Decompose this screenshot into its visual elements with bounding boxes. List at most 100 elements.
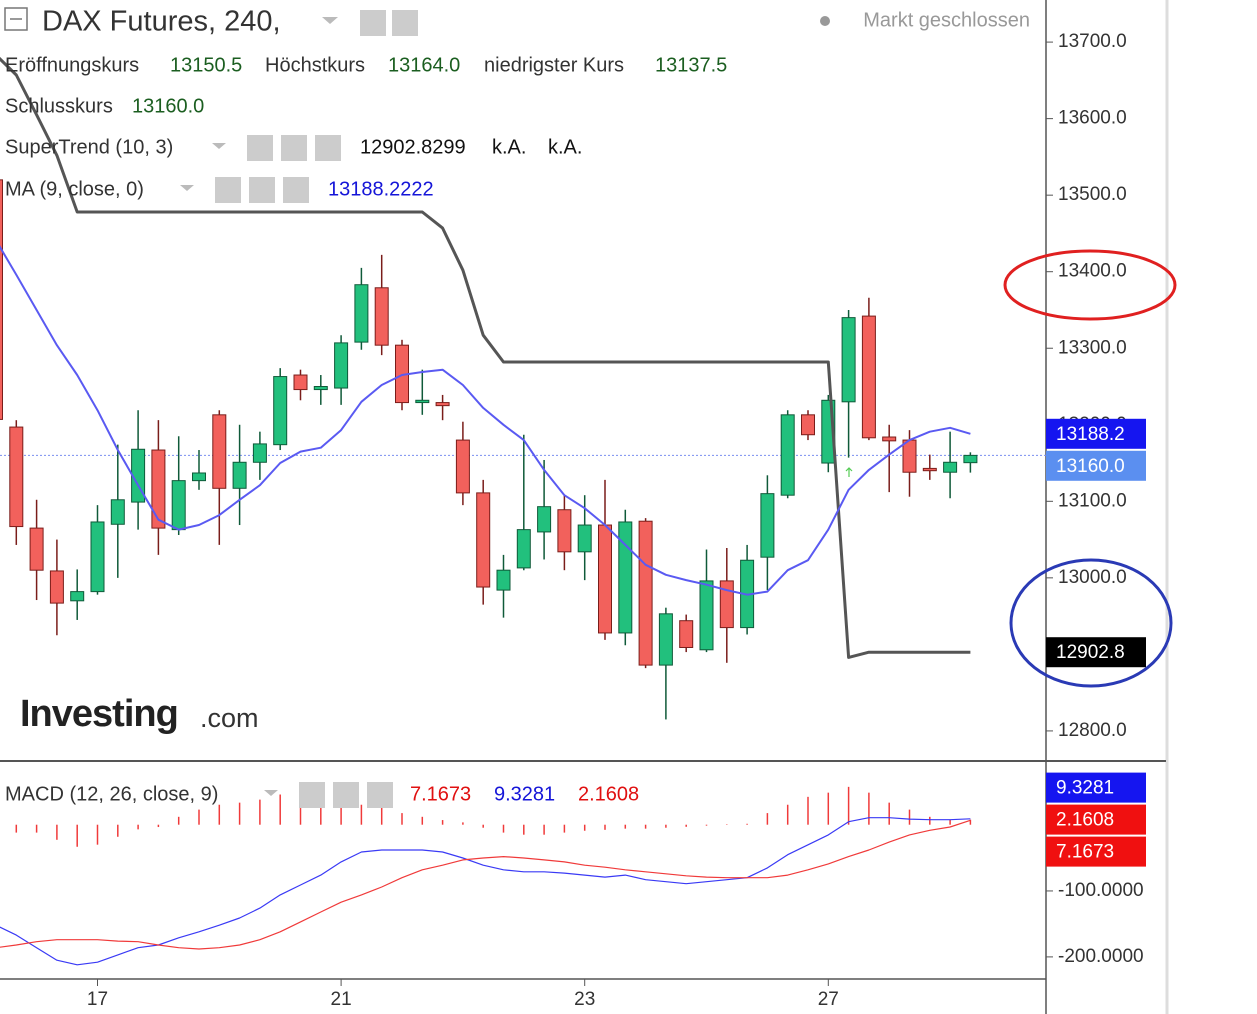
- candle-body: [699, 580, 714, 651]
- ohlc-label: niedrigster Kurs: [484, 54, 624, 76]
- indicator-value: 12902.8299: [360, 136, 466, 158]
- candle-body: [0, 179, 3, 420]
- candle-body: [922, 467, 937, 472]
- close-icon[interactable]: [283, 177, 309, 203]
- eye-icon[interactable]: [299, 782, 325, 808]
- price-tag: [1046, 637, 1146, 668]
- candle-body: [658, 613, 673, 666]
- candle-body: [273, 376, 288, 446]
- plot-area: 12800.013000.013100.013200.013300.013400…: [0, 31, 1144, 1010]
- ohlc-value: 13137.5: [655, 54, 727, 76]
- candle-body: [780, 414, 795, 496]
- dropdown-icon[interactable]: [212, 143, 226, 149]
- indicator-value: 13188.2222: [328, 178, 434, 200]
- candle-body: [90, 521, 105, 593]
- y-tick-label: 13100.0: [1058, 490, 1127, 511]
- logo-suffix: .com: [200, 703, 259, 733]
- dropdown-icon[interactable]: [180, 185, 194, 191]
- candle-body: [861, 315, 876, 439]
- y-tick-label: 13600.0: [1058, 108, 1127, 129]
- indicator-name: MACD (12, 26, close, 9): [5, 783, 218, 805]
- close-icon[interactable]: [367, 782, 393, 808]
- price-tag-label: 12902.8: [1056, 642, 1125, 663]
- candle-body: [577, 524, 592, 553]
- ohlc-value: 13164.0: [388, 54, 460, 76]
- y-tick-label: 13000.0: [1058, 567, 1127, 588]
- candle-body: [963, 454, 978, 464]
- ohlc-value: 13160.0: [132, 95, 204, 117]
- price-tag-label: 9.3281: [1056, 778, 1114, 799]
- y-tick-label: -100.0000: [1058, 880, 1144, 901]
- indicator-name: SuperTrend (10, 3): [5, 136, 173, 158]
- candle-body: [435, 402, 450, 407]
- candle-body: [171, 480, 186, 531]
- candle-body: [252, 443, 267, 463]
- candle-body: [638, 520, 653, 666]
- dropdown-icon[interactable]: [322, 17, 338, 24]
- settings-icon[interactable]: [333, 782, 359, 808]
- candle-body: [415, 399, 430, 404]
- candle-body: [496, 569, 511, 591]
- candle-body: [760, 493, 775, 558]
- price-tag: [1046, 450, 1146, 481]
- candle-body: [151, 449, 166, 529]
- candle-body: [943, 461, 958, 473]
- eye-icon[interactable]: [215, 177, 241, 203]
- ohlc-label: Höchstkurs: [265, 54, 365, 76]
- candle-body: [476, 492, 491, 588]
- price-tag: [1046, 836, 1146, 867]
- chart-title: DAX Futures, 240,: [42, 6, 281, 38]
- candle-body: [455, 439, 470, 494]
- candle-body: [557, 509, 572, 553]
- candle-body: [902, 439, 917, 473]
- y-tick-label: 13300.0: [1058, 337, 1127, 358]
- eye-icon[interactable]: [247, 135, 273, 161]
- indicator-name: MA (9, close, 0): [5, 178, 144, 200]
- indicator-value: k.A.: [492, 136, 526, 158]
- x-tick-label: 17: [87, 989, 108, 1010]
- candle-body: [293, 374, 308, 391]
- eye-icon[interactable]: [360, 10, 386, 36]
- price-tag: [1046, 418, 1146, 449]
- signal-arrow: [845, 467, 853, 477]
- candle-body: [110, 499, 125, 525]
- y-tick-label: -200.0000: [1058, 946, 1144, 967]
- ohlc-value: 13150.5: [170, 54, 242, 76]
- candle-body: [29, 527, 44, 571]
- candle-body: [313, 386, 328, 391]
- ohlc-label: Schlusskurs: [5, 95, 113, 117]
- x-tick-label: 27: [818, 989, 839, 1010]
- ohlc-label: Eröffnungskurs: [5, 54, 139, 76]
- candle-body: [882, 436, 897, 442]
- candle-body: [70, 591, 85, 602]
- candle-body: [801, 414, 815, 436]
- settings-icon[interactable]: [249, 177, 275, 203]
- indicator-value: 9.3281: [494, 783, 555, 805]
- price-tags: 12902.8 13188.2 13160.0 9.3281 2.1608 7.1673: [1046, 418, 1146, 867]
- dropdown-icon[interactable]: [264, 790, 278, 796]
- series-line: [0, 245, 971, 596]
- annotation-circle: [1009, 558, 1173, 688]
- y-tick-label: 13500.0: [1058, 184, 1127, 205]
- candle-body: [516, 529, 531, 569]
- candle-body: [679, 620, 694, 648]
- price-tag: [1046, 772, 1146, 803]
- series-line: [0, 819, 971, 950]
- settings-icon[interactable]: [392, 10, 418, 36]
- annotation-circle: [1003, 249, 1177, 321]
- candle-body: [841, 317, 856, 403]
- status-dot: [820, 16, 830, 26]
- candle-body: [49, 570, 64, 604]
- series-line: [0, 56, 971, 659]
- indicator-value: k.A.: [548, 136, 582, 158]
- price-tag-label: 2.1608: [1056, 810, 1114, 831]
- price-tag: [1046, 804, 1146, 835]
- candle-body: [374, 287, 389, 346]
- settings-icon[interactable]: [281, 135, 307, 161]
- close-icon[interactable]: [315, 135, 341, 161]
- price-tag-label: 13160.0: [1056, 456, 1125, 477]
- x-tick-label: 21: [331, 989, 352, 1010]
- market-status: Markt geschlossen: [863, 9, 1030, 31]
- y-tick-label: 13400.0: [1058, 261, 1127, 282]
